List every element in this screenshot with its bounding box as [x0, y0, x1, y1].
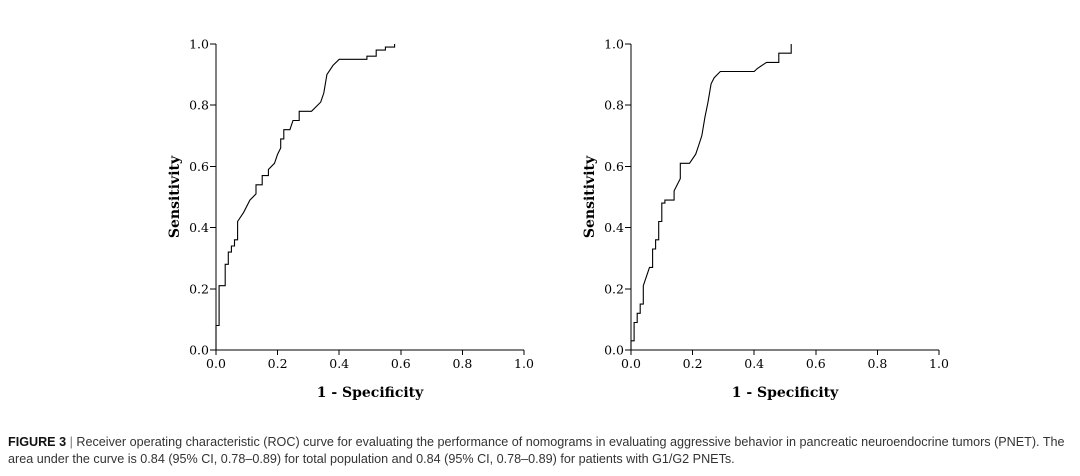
right-y-tick-label: 0.0 [604, 343, 624, 358]
right-y-axis-title: Sensitivity [582, 155, 598, 238]
right-x-tick-label: 0.8 [867, 356, 887, 371]
right-y-tick-label: 0.8 [604, 98, 624, 113]
right-x-tick-label: 0.4 [744, 356, 764, 371]
left-x-axis-title: 1 - Specificity [317, 385, 424, 401]
left-y-tick-label: 0.2 [189, 281, 209, 296]
left-y-tick-label: 0.6 [189, 159, 209, 174]
right-x-tick-label: 1.0 [929, 356, 949, 371]
right-y-tick-label: 0.4 [604, 220, 624, 235]
left-y-tick-label: 0.4 [189, 220, 209, 235]
left-roc-chart: 0.0 0.2 0.4 0.6 0.8 1.0 0.0 0.2 0.4 0.6 0.8 1.0 1 - … [167, 37, 534, 402]
caption-separator: | [69, 435, 73, 449]
left-x-tick-label: 1.0 [514, 356, 534, 371]
left-y-axis-title: Sensitivity [167, 155, 183, 238]
left-roc-curve [215, 44, 396, 350]
left-y-tick-label: 0.8 [189, 98, 209, 113]
figure-label: FIGURE 3 [8, 435, 67, 449]
right-roc-curve [630, 44, 792, 350]
left-x-tick-label: 0.4 [329, 356, 349, 371]
right-x-tick-label: 0.6 [806, 356, 826, 371]
right-y-tick-label: 1.0 [604, 37, 624, 52]
left-y-tick-label: 1.0 [189, 37, 209, 52]
caption-text: Receiver operating characteristic (ROC) … [8, 435, 1065, 466]
left-x-tick-label: 0.0 [206, 356, 226, 371]
right-x-axis-title: 1 - Specificity [732, 385, 839, 401]
left-x-tick-label: 0.8 [452, 356, 472, 371]
right-x-tick-label: 0.2 [683, 356, 703, 371]
right-x-tick-label: 0.0 [621, 356, 641, 371]
left-y-tick-label: 0.0 [189, 343, 209, 358]
right-y-tick-label: 0.6 [604, 159, 624, 174]
left-x-tick-label: 0.2 [268, 356, 288, 371]
left-x-tick-label: 0.6 [391, 356, 411, 371]
right-y-tick-label: 0.2 [604, 281, 624, 296]
right-roc-chart: 0.0 0.2 0.4 0.6 0.8 1.0 0.0 0.2 0.4 0.6 0.8 1.0 1 - … [582, 37, 949, 402]
figure-caption: FIGURE 3 | Receiver operating characteri… [8, 434, 1072, 468]
